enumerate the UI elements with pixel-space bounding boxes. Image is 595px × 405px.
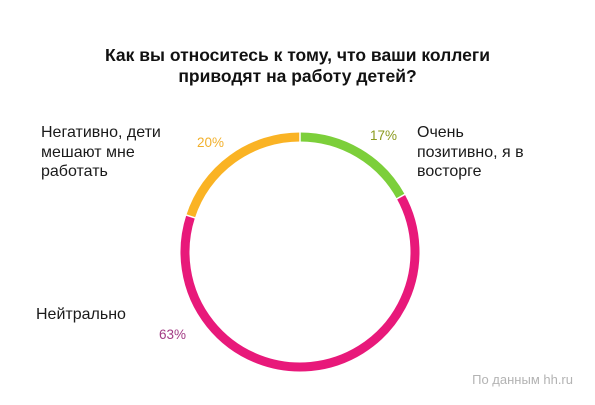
slice-label-negative-line-2: мешают мне	[41, 143, 135, 161]
chart-title: Как вы относитесь к тому, что ваши колле…	[0, 45, 595, 87]
slice-value-neutral: 63%	[159, 327, 187, 342]
slice-label-negative-line-1: Негативно, дети	[41, 124, 161, 141]
slice-label-very-positive-line-2: позитивно, я в	[417, 143, 524, 161]
chart-title-line-2: приводят на работу детей?	[178, 66, 417, 86]
slice-value-very-positive: 17%	[370, 128, 398, 143]
slice-very-positive	[299, 132, 405, 199]
slice-separator	[395, 193, 407, 201]
slice-separator	[184, 213, 197, 220]
slice-label-very-positive-line-3: восторге	[417, 163, 482, 180]
slice-label-negative-line-3: работать	[41, 163, 108, 180]
slice-negative	[186, 132, 301, 218]
source-note: По данным hh.ru	[472, 372, 573, 387]
slice-label-neutral-line-1: Нейтрально	[36, 306, 126, 323]
slice-label-very-positive-line-1: Очень	[417, 124, 464, 141]
donut-slices	[180, 131, 420, 372]
slice-label-very-positive: Очень позитивно, я в восторге	[417, 123, 524, 182]
slice-label-neutral: Нейтрально	[36, 305, 126, 325]
slice-label-negative: Негативно, дети мешают мне работать	[41, 123, 161, 182]
chart-title-line-1: Как вы относитесь к тому, что ваши колле…	[105, 45, 490, 65]
slice-neutral	[180, 194, 420, 372]
slice-value-negative: 20%	[197, 135, 225, 150]
